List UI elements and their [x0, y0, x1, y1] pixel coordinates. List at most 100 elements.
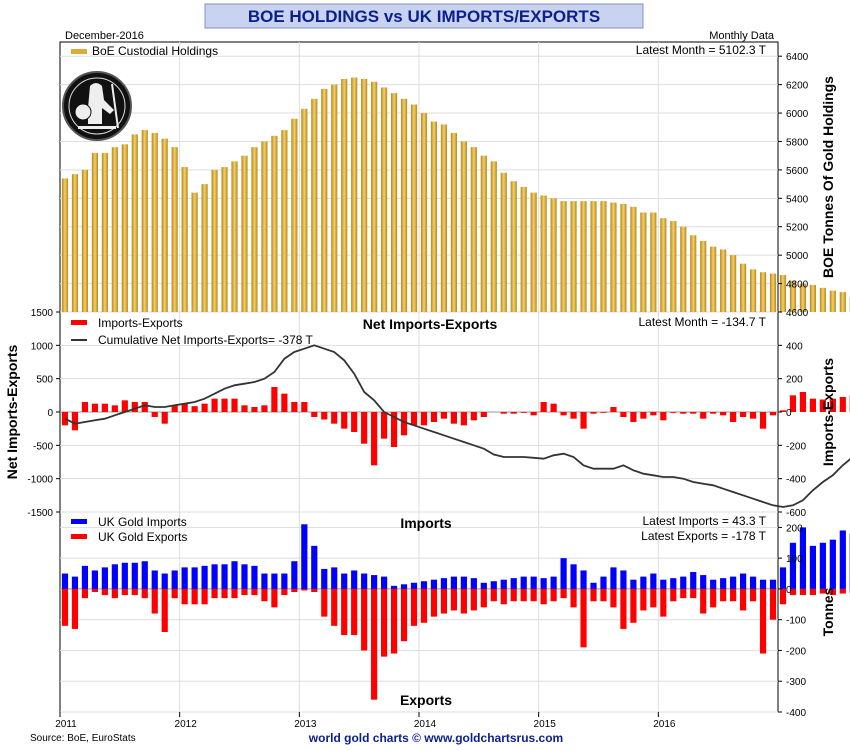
- holdings-bar: [560, 201, 567, 312]
- net-bar: [749, 412, 757, 419]
- export-bar: [231, 588, 238, 599]
- holdings-bar: [720, 249, 727, 312]
- net-bar: [819, 399, 826, 412]
- export-bar: [560, 588, 567, 599]
- net-left-tick-label: 0: [47, 408, 53, 419]
- import-export-bars: [61, 524, 850, 700]
- import-bar: [530, 576, 537, 589]
- export-bar: [91, 588, 98, 592]
- holdings-latest: Latest Month = 5102.3 T: [636, 43, 767, 57]
- export-bar: [789, 588, 797, 596]
- net-bar: [81, 402, 89, 412]
- import-bar: [590, 582, 597, 589]
- export-bar: [460, 588, 467, 614]
- holdings-tick-label: 5400: [786, 194, 809, 205]
- import-bar: [809, 545, 816, 589]
- exports-title: Exports: [400, 692, 452, 708]
- grid-layer: [60, 42, 778, 713]
- net-bar: [261, 405, 268, 412]
- import-bar: [460, 576, 467, 589]
- holdings-bar: [161, 138, 168, 312]
- import-bar: [769, 579, 777, 589]
- import-bar: [440, 578, 448, 589]
- holdings-bar: [710, 246, 717, 312]
- net-bar: [500, 412, 507, 414]
- net-bar: [480, 412, 487, 417]
- holdings-bar: [779, 275, 787, 312]
- holdings-bar: [749, 269, 757, 312]
- import-bar: [740, 573, 747, 589]
- net-bar: [450, 412, 457, 424]
- import-bar: [121, 562, 128, 589]
- import-bar: [71, 576, 79, 589]
- holdings-bar: [630, 206, 637, 312]
- holdings-bar: [111, 147, 118, 312]
- net-bar: [341, 412, 348, 429]
- ie-tick-label: -400: [786, 708, 806, 719]
- chart-title: BOE HOLDINGS vs UK IMPORTS/EXPORTS: [248, 7, 600, 26]
- holdings-bar: [251, 147, 258, 312]
- holdings-bar: [400, 98, 408, 312]
- net-bar: [271, 387, 278, 412]
- holdings-tick-label: 6000: [786, 109, 809, 120]
- net-bar: [141, 402, 148, 412]
- holdings-bar: [301, 108, 308, 312]
- date-label: December-2016: [65, 30, 144, 42]
- import-bar: [171, 570, 178, 589]
- net-left-tick-label: 1500: [31, 308, 54, 319]
- import-bar: [759, 579, 767, 589]
- net-bar: [580, 412, 587, 429]
- import-bar: [520, 576, 527, 589]
- export-bar: [730, 588, 737, 602]
- net-right-tick-label: 400: [786, 341, 803, 352]
- import-bar: [341, 573, 348, 589]
- export-bar: [390, 588, 398, 654]
- export-bar: [650, 588, 657, 608]
- import-bar: [540, 578, 547, 589]
- net-ylabel-right: Imports-Exports: [820, 358, 836, 466]
- export-bar: [151, 588, 158, 614]
- export-bar: [660, 588, 667, 617]
- credit-note: world gold charts © www.goldchartsrus.co…: [308, 731, 563, 745]
- holdings-bar: [351, 77, 358, 313]
- holdings-bar: [221, 167, 228, 312]
- import-bar: [161, 573, 168, 589]
- export-bar: [740, 588, 747, 611]
- import-bar: [500, 579, 507, 589]
- holdings-tick-label: 5200: [786, 223, 809, 234]
- net-bar: [361, 412, 368, 444]
- export-bar: [540, 588, 547, 605]
- holdings-bar: [610, 202, 617, 312]
- import-bar: [231, 561, 238, 589]
- net-left-tick-label: -500: [33, 441, 53, 452]
- export-bar: [470, 588, 477, 611]
- net-bar: [301, 402, 308, 412]
- net-bar: [151, 412, 158, 417]
- import-bar: [420, 581, 428, 589]
- net-bar: [740, 412, 747, 417]
- export-bar: [779, 588, 787, 605]
- ie-tick-label: -300: [786, 677, 806, 688]
- holdings-bar: [550, 198, 557, 312]
- export-bar: [670, 588, 677, 602]
- net-bar: [171, 405, 178, 412]
- net-bar: [101, 403, 108, 412]
- import-bar: [151, 570, 158, 589]
- holdings-bar: [839, 292, 846, 312]
- holdings-tick-label: 5600: [786, 166, 809, 177]
- britannia-seal-icon: [62, 71, 132, 141]
- holdings-bar: [530, 192, 537, 312]
- holdings-bar: [789, 280, 797, 312]
- holdings-bar: [670, 221, 677, 312]
- import-bar: [550, 576, 557, 589]
- export-bar: [430, 588, 438, 617]
- import-bar: [490, 581, 497, 589]
- holdings-tick-label: 5000: [786, 251, 809, 262]
- net-left-tick-label: -1500: [27, 508, 53, 519]
- net-right-tick-label: 0: [786, 408, 792, 419]
- import-bar: [81, 565, 89, 589]
- holdings-bar: [381, 87, 388, 312]
- holdings-bar: [620, 204, 627, 312]
- export-bar: [271, 588, 278, 608]
